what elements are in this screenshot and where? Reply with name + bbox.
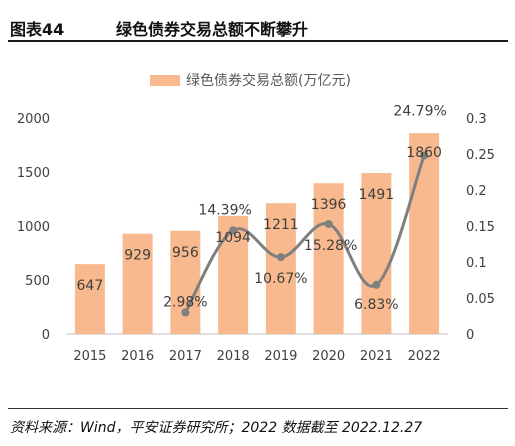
legend-label: 绿色债券交易总额(万亿元) [186,72,351,89]
bar [122,233,153,334]
y-left-tick-label: 1000 [17,220,50,235]
bar [74,264,105,334]
line-point [324,219,333,228]
y-left-tick-label: 500 [25,274,50,289]
y-right-tick-label: 0.25 [466,148,495,163]
source-footer: 资料来源：Wind，平安证券研究所；2022 数据截至 2022.12.27 [8,408,508,439]
x-tick-label: 2021 [360,349,393,364]
x-tick-label: 2019 [264,349,297,364]
bar [218,215,249,334]
y-left-tick-label: 2000 [17,112,50,127]
y-left-tick-label: 1500 [17,166,50,181]
bar [409,133,440,334]
bar-value-label: 1211 [263,217,299,233]
x-tick-label: 2020 [312,349,345,364]
x-tick-label: 2022 [408,349,441,364]
y-right-tick-label: 0.2 [466,184,487,199]
y-right-tick-label: 0.3 [466,112,487,127]
bar-value-label: 1094 [215,230,251,246]
line-point [181,308,190,317]
x-tick-label: 2016 [121,349,154,364]
x-tick-label: 2017 [169,349,202,364]
line-value-label: 2.98% [163,295,207,311]
y-right-tick-label: 0.1 [466,256,487,271]
x-tick-label: 2015 [73,349,106,364]
line-value-label: 24.79% [393,104,446,120]
bar-value-label: 929 [124,248,151,264]
bar [170,230,201,334]
bar-value-label: 1860 [406,145,442,161]
growth-line [184,154,426,314]
y-left-tick-label: 0 [42,328,50,343]
figure-label: 图表44 [10,20,65,39]
y-right-tick-label: 0.15 [466,220,495,235]
y-right-tick-label: 0 [466,328,474,343]
bar-value-label: 647 [77,278,104,294]
line-point [372,280,381,289]
line-value-label: 14.39% [198,202,251,218]
bar [265,203,296,334]
line-value-label: 6.83% [354,297,398,313]
bar [361,172,392,334]
line-value-label: 15.28% [304,238,357,254]
line-point [229,226,238,235]
y-right-tick-label: 0.05 [466,292,495,307]
line-point [276,253,285,262]
bar-value-label: 1491 [359,187,395,203]
source-note: 资料来源：Wind，平安证券研究所；2022 数据截至 2022.12.27 [10,420,423,436]
x-tick-label: 2018 [217,349,250,364]
bar [313,183,344,334]
figure-title-bar: 图表44 绿色债券交易总额不断攀升 [8,10,508,42]
bar-value-label: 956 [172,245,199,261]
legend-swatch [150,75,180,86]
line-point [420,151,429,160]
line-value-label: 10.67% [254,271,307,287]
bar-value-label: 1396 [311,197,347,213]
figure-title: 绿色债券交易总额不断攀升 [116,20,309,39]
